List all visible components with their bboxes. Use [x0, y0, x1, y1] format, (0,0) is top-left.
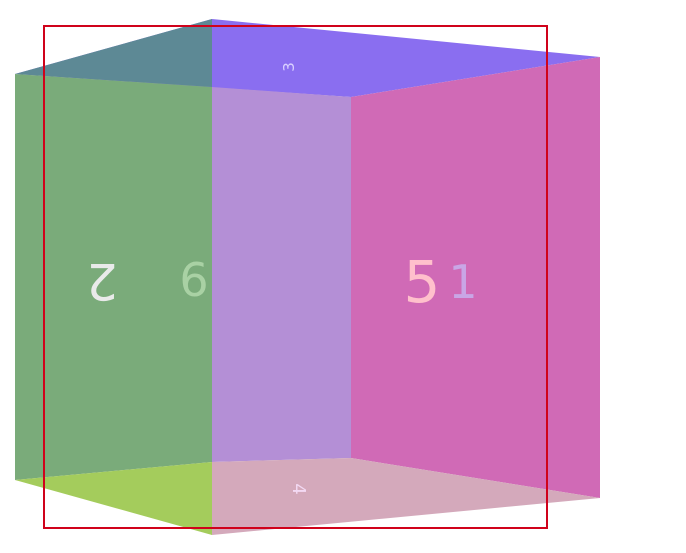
face-label-right: 5	[404, 248, 441, 316]
selection-outline	[43, 25, 548, 529]
cube-face-bottom-right	[212, 458, 600, 535]
face-label-back: 1	[448, 255, 477, 309]
face-label-left: 2	[86, 252, 118, 310]
cube-face-right	[351, 57, 600, 498]
cube-face-bottom-left	[15, 462, 212, 535]
face-label-top: 3	[280, 62, 298, 72]
cube-face-front	[212, 87, 351, 462]
face-label-front: 6	[179, 253, 208, 307]
face-label-bottom: 4	[288, 483, 309, 494]
cube-face-left	[15, 74, 212, 480]
cube-face-top-left-shade	[15, 19, 212, 87]
